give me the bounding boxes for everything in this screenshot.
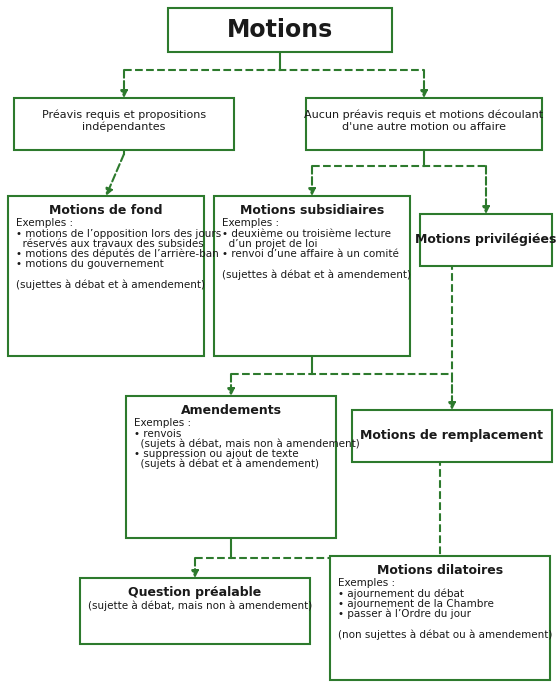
Bar	[420, 214, 552, 266]
Bar	[214, 196, 410, 356]
Text: • suppression ou ajout de texte: • suppression ou ajout de texte	[134, 449, 298, 459]
Text: (sujettes à débat et à amendement): (sujettes à débat et à amendement)	[16, 279, 205, 290]
Text: Motions de fond: Motions de fond	[49, 204, 163, 217]
Text: réservés aux travaux des subsides: réservés aux travaux des subsides	[16, 239, 204, 248]
Text: Exemples :: Exemples :	[16, 218, 73, 228]
Bar	[330, 556, 550, 680]
Text: • renvoi d’une affaire à un comité: • renvoi d’une affaire à un comité	[222, 249, 399, 259]
Text: (sujettes à débat et à amendement): (sujettes à débat et à amendement)	[222, 269, 411, 279]
Text: • passer à l’Ordre du jour: • passer à l’Ordre du jour	[338, 609, 471, 619]
Text: (non sujettes à débat ou à amendement): (non sujettes à débat ou à amendement)	[338, 629, 552, 640]
Text: Exemples :: Exemples :	[222, 218, 279, 228]
Text: • ajournement du débat: • ajournement du débat	[338, 588, 464, 599]
Text: Motions subsidiaires: Motions subsidiaires	[240, 204, 384, 217]
Text: Exemples :: Exemples :	[134, 418, 191, 429]
Text: (sujets à débat et à amendement): (sujets à débat et à amendement)	[134, 459, 319, 469]
Text: d'une autre motion ou affaire: d'une autre motion ou affaire	[342, 122, 506, 132]
Text: Motions de remplacement: Motions de remplacement	[361, 429, 544, 442]
Text: • deuxième ou troisième lecture: • deuxième ou troisième lecture	[222, 228, 391, 239]
Bar	[14, 98, 234, 150]
Bar	[168, 8, 392, 52]
Text: indépendantes: indépendantes	[82, 122, 166, 132]
Text: • motions de l’opposition lors des jours: • motions de l’opposition lors des jours	[16, 228, 221, 239]
Text: (sujets à débat, mais non à amendement): (sujets à débat, mais non à amendement)	[134, 439, 360, 449]
Text: (sujette à débat, mais non à amendement): (sujette à débat, mais non à amendement)	[88, 601, 312, 611]
Bar	[352, 410, 552, 462]
Bar	[126, 396, 336, 538]
Text: Préavis requis et propositions: Préavis requis et propositions	[42, 110, 206, 120]
Bar	[306, 98, 542, 150]
Text: Amendements: Amendements	[180, 404, 282, 417]
Bar	[8, 196, 204, 356]
Text: Exemples :: Exemples :	[338, 579, 395, 588]
Text: Motions privilégiées: Motions privilégiées	[416, 233, 557, 246]
Text: • ajournement de la Chambre: • ajournement de la Chambre	[338, 599, 494, 609]
Text: Aucun préavis requis et motions découlant: Aucun préavis requis et motions découlan…	[305, 110, 544, 120]
Text: Motions: Motions	[227, 18, 333, 42]
Text: • motions du gouvernement: • motions du gouvernement	[16, 259, 164, 269]
Text: • motions des députés de l’arrière-ban: • motions des députés de l’arrière-ban	[16, 249, 219, 259]
Bar	[80, 578, 310, 644]
Text: • renvois: • renvois	[134, 429, 181, 438]
Text: Motions dilatoires: Motions dilatoires	[377, 564, 503, 577]
Text: Question préalable: Question préalable	[128, 586, 262, 599]
Text: d’un projet de loi: d’un projet de loi	[222, 239, 318, 248]
